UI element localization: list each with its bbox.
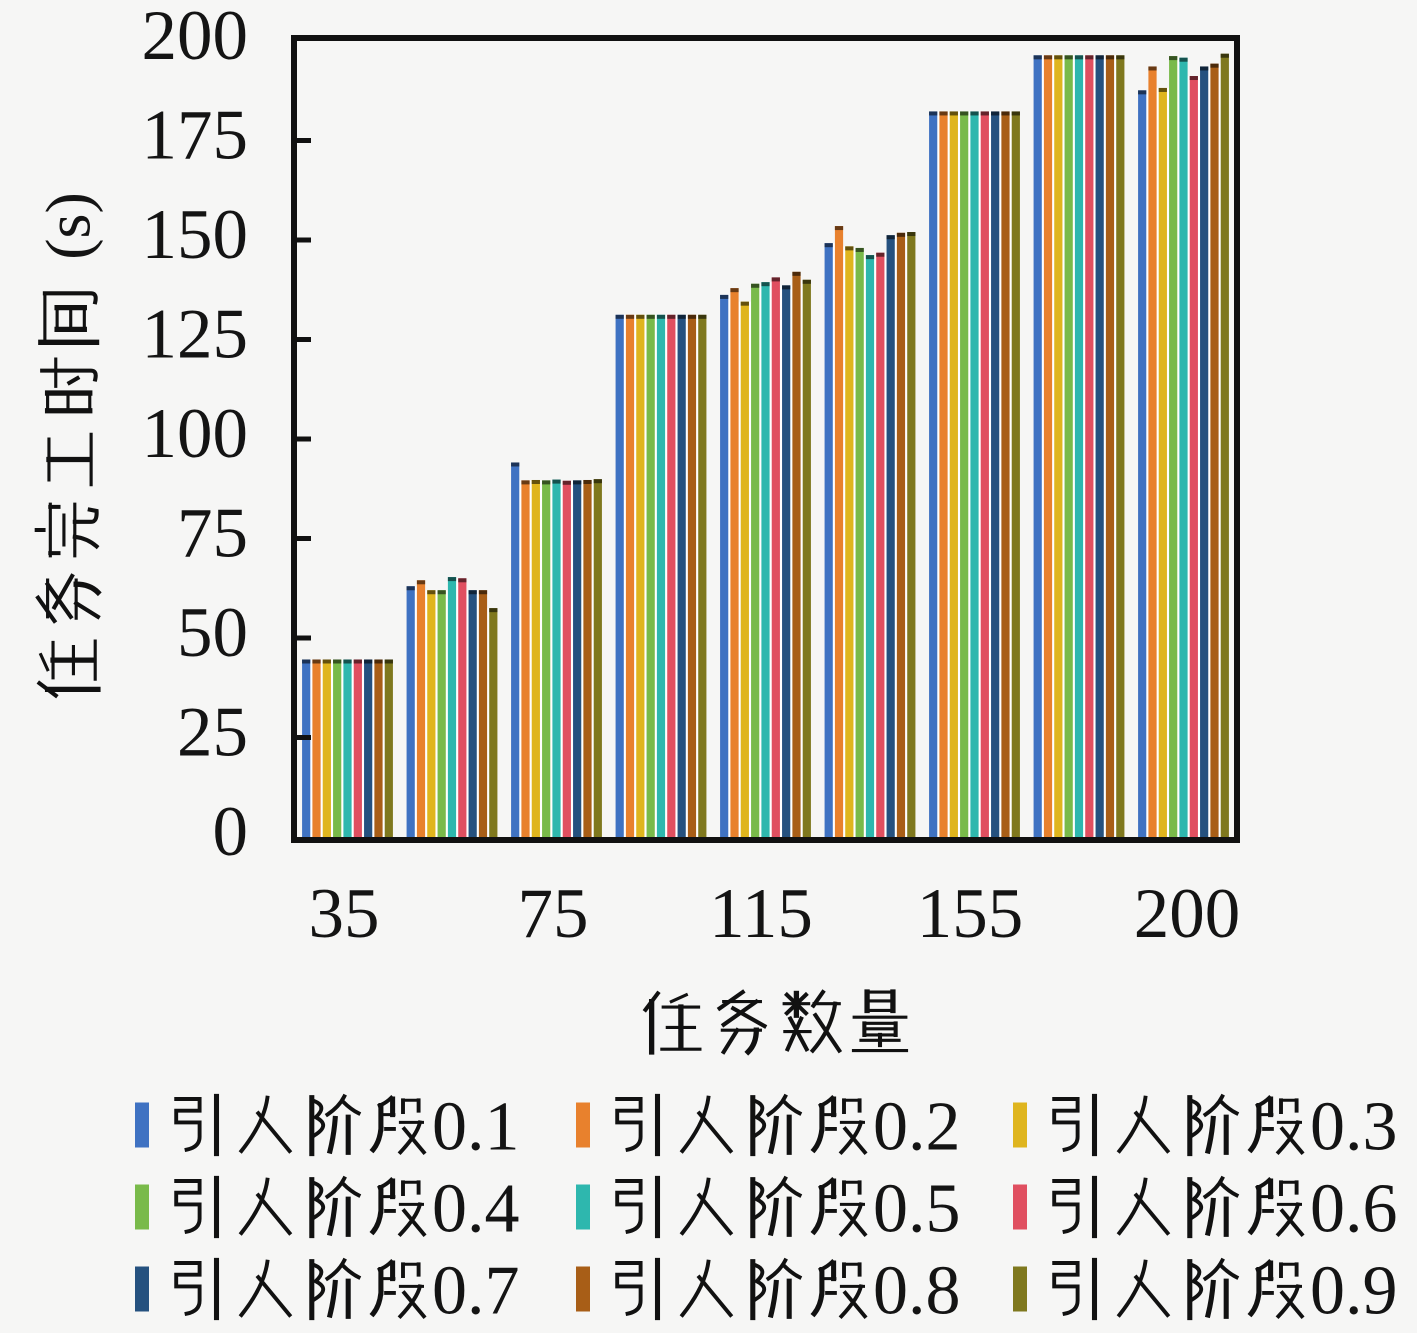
svg-text:0.5: 0.5 <box>873 1171 961 1248</box>
svg-text:175: 175 <box>142 97 249 175</box>
svg-text:200: 200 <box>1134 875 1241 953</box>
svg-text:0.8: 0.8 <box>873 1253 961 1330</box>
svg-text:0.7: 0.7 <box>432 1253 520 1330</box>
svg-text:0.2: 0.2 <box>873 1089 961 1166</box>
svg-text:155: 155 <box>917 875 1024 953</box>
svg-text:25: 25 <box>177 694 248 772</box>
svg-text:100: 100 <box>142 395 249 473</box>
svg-text:125: 125 <box>142 296 249 374</box>
svg-text:200: 200 <box>142 0 249 75</box>
svg-text:50: 50 <box>177 594 248 672</box>
svg-text:(s): (s) <box>33 192 104 260</box>
svg-text:115: 115 <box>709 875 813 953</box>
svg-text:0.4: 0.4 <box>432 1171 520 1248</box>
svg-text:75: 75 <box>177 495 248 573</box>
svg-text:35: 35 <box>309 875 380 953</box>
svg-text:0.6: 0.6 <box>1310 1171 1398 1248</box>
svg-text:0.3: 0.3 <box>1310 1089 1398 1166</box>
svg-text:150: 150 <box>142 196 249 274</box>
svg-text:75: 75 <box>518 875 589 953</box>
svg-text:0.1: 0.1 <box>432 1089 520 1166</box>
svg-text:0.9: 0.9 <box>1310 1253 1398 1330</box>
svg-text:0: 0 <box>213 793 249 871</box>
